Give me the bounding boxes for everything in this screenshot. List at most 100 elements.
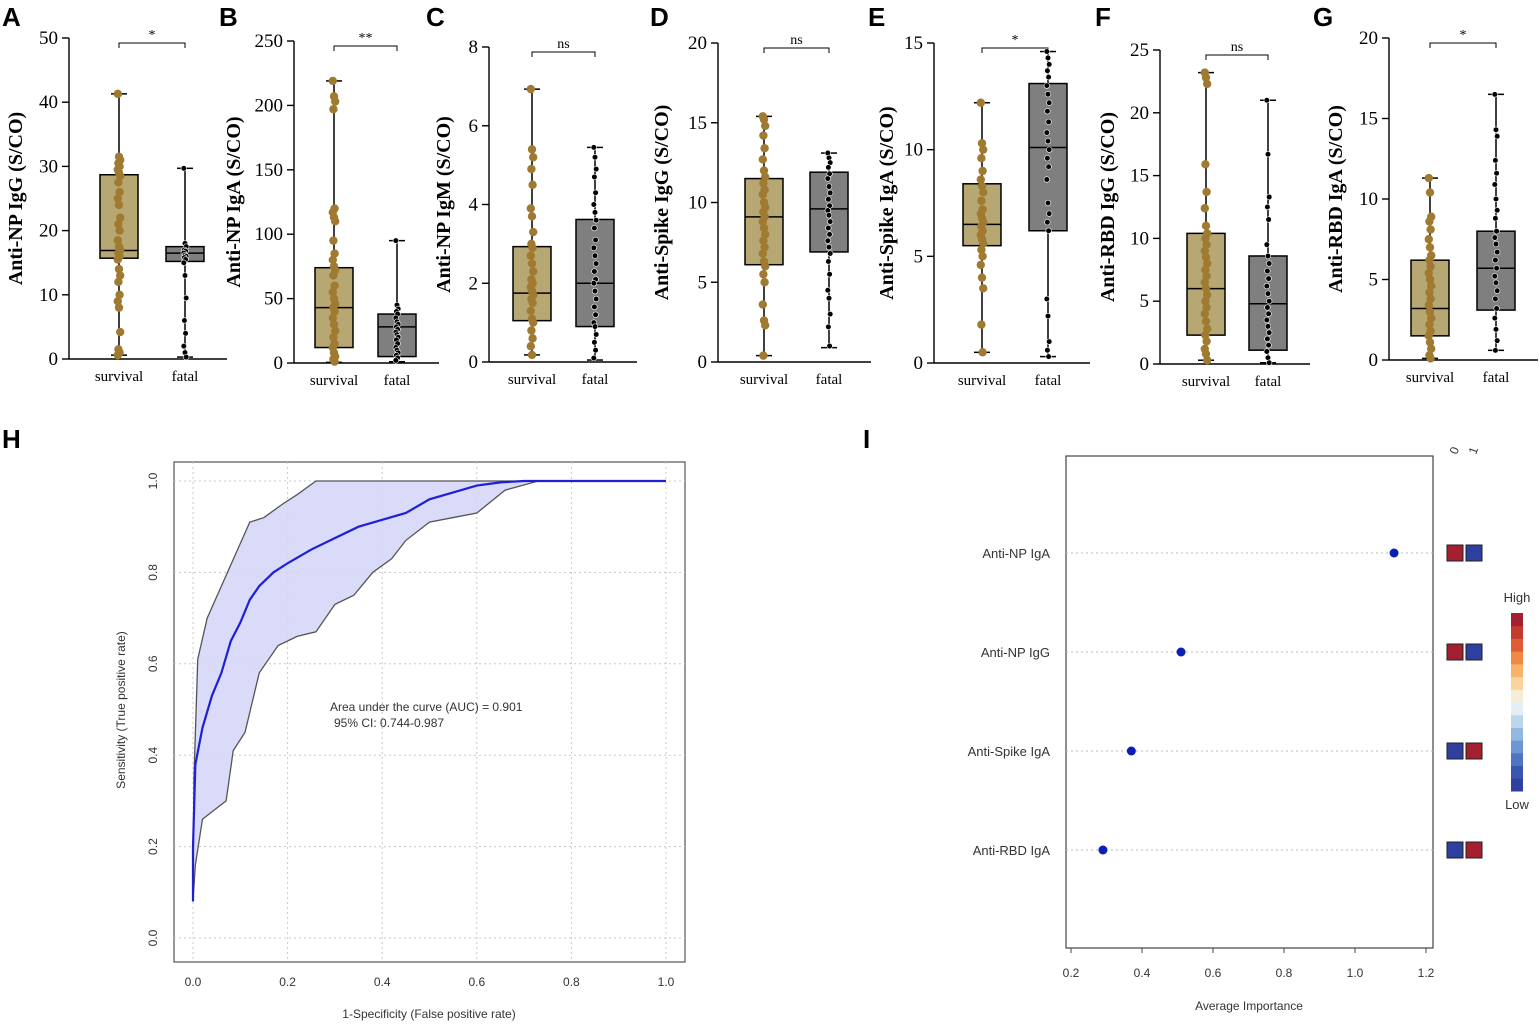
data-point [978,166,987,176]
data-point [977,181,987,191]
data-point [1493,170,1500,177]
data-point [1491,273,1498,280]
feature-label: Anti-RBD IgA [973,843,1051,858]
data-point [1492,195,1500,203]
x-category-label: survival [740,372,788,388]
data-point [827,311,834,318]
data-point [113,194,123,203]
data-point [1044,138,1052,145]
y-tick-label: 0 [698,352,708,373]
data-point [824,237,831,244]
data-point [1424,268,1434,278]
data-point [529,318,538,327]
plot-frame [1065,455,1434,949]
data-point [976,98,985,107]
box-survival [512,84,552,360]
data-point [758,217,767,226]
x-category-label: fatal [582,372,609,388]
data-point [1200,278,1210,287]
x-axis-label: Average Importance [1195,999,1303,1013]
data-point [1203,79,1212,89]
data-point [1425,188,1435,197]
data-point [529,227,538,237]
box-fatal [377,237,417,364]
data-point [180,343,187,350]
data-point [1427,344,1436,353]
data-point [1202,337,1211,346]
y-tick-label: 10 [39,285,58,306]
legend-swatch [1511,625,1523,639]
data-point [761,121,770,131]
data-point [1265,275,1272,282]
legend-swatch [1511,765,1523,779]
ci-upper-line [192,480,666,902]
data-point [978,252,987,261]
data-point [977,154,986,163]
x-category-label: survival [1406,370,1454,386]
data-point [590,201,597,208]
data-point [330,249,339,258]
y-tick-label: 15 [1359,109,1378,130]
data-point [529,153,538,162]
auc-annotation: Area under the curve (AUC) = 0.901 [330,700,523,714]
box-fatal [809,149,849,350]
y-tick-label: 0.4 [146,747,160,764]
data-point [1492,326,1500,333]
box-panel-B: B 0 50 100 150 200 250 Anti-NP IgA (S/CO) ** surv… [219,2,439,389]
data-point [590,244,597,251]
legend-swatch [1511,778,1523,792]
data-point [825,196,832,203]
data-point [113,350,123,360]
data-point [392,237,399,244]
data-point [591,154,599,161]
data-point [1201,284,1211,293]
data-point [392,357,399,364]
data-point [183,353,190,361]
box-fatal [1248,97,1288,366]
y-tick-label: 0 [274,353,284,374]
box-panel-G: G 0 5 10 15 20 Anti-RBD IgA (S/CO) * survival fat… [1313,2,1538,386]
data-point [978,348,987,357]
x-category-label: survival [508,372,556,388]
data-point [329,333,338,342]
data-point [528,180,537,190]
significance-bracket [981,47,1049,53]
data-point [1425,338,1435,347]
data-point [1045,163,1052,170]
data-point [182,330,189,337]
legend-swatch [1511,663,1523,678]
class-cell [1446,841,1464,859]
data-point [527,164,536,174]
data-point [825,183,833,190]
box-panel-E: E 0 5 10 15 Anti-Spike IgA (S/CO) * survival fat… [868,2,1090,389]
data-point [116,171,125,181]
data-point [113,297,123,306]
data-point [1426,262,1435,271]
data-point [1264,354,1272,361]
data-point [979,145,988,154]
data-point [1491,234,1498,241]
data-point [527,259,537,268]
ci-band [193,481,666,902]
x-category-label: fatal [1483,370,1510,386]
data-point [1265,216,1272,223]
data-point [181,272,189,279]
data-point [591,209,599,216]
panel-letter-H: H [2,424,21,454]
data-point [591,323,599,330]
data-point [1264,304,1271,311]
class-cell [1446,643,1464,661]
data-point [1044,108,1051,115]
feature-label: Anti-NP IgG [981,645,1050,660]
class-cell [1465,643,1483,661]
data-point [593,331,600,338]
data-point [1263,348,1270,355]
class-cell [1465,742,1483,760]
y-tick-label: 2 [469,273,479,294]
data-point [758,190,767,199]
y-axis-label: Anti-NP IgM (S/CO) [433,116,455,293]
data-point [526,251,535,260]
data-point [1425,243,1435,252]
data-point [1494,287,1501,294]
data-point [1426,294,1435,304]
